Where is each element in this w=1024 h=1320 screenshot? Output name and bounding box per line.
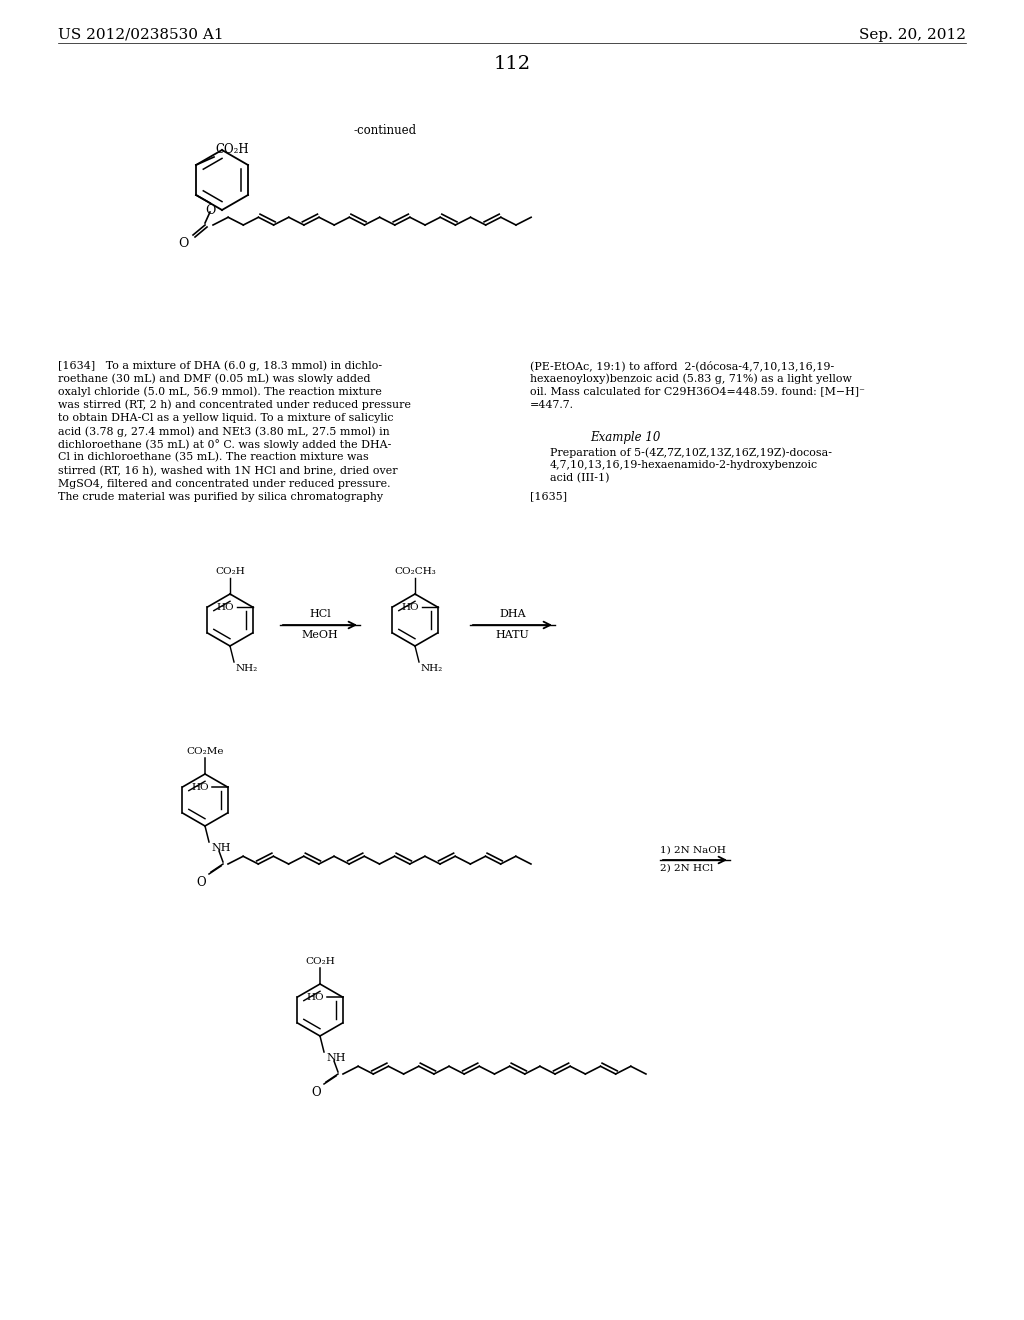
Text: (PE-EtOAc, 19:1) to afford  2-(dócosa-4,7,10,13,16,19-: (PE-EtOAc, 19:1) to afford 2-(dócosa-4,7… [530, 360, 835, 371]
Text: MgSO4, filtered and concentrated under reduced pressure.: MgSO4, filtered and concentrated under r… [58, 479, 390, 488]
Text: -continued: -continued [353, 124, 417, 137]
Text: CO₂H: CO₂H [215, 568, 245, 576]
Text: hexaenoyloxy)benzoic acid (5.83 g, 71%) as a light yellow: hexaenoyloxy)benzoic acid (5.83 g, 71%) … [530, 374, 852, 384]
Text: US 2012/0238530 A1: US 2012/0238530 A1 [58, 28, 223, 42]
Text: HO: HO [401, 602, 420, 611]
Text: to obtain DHA-Cl as a yellow liquid. To a mixture of salicylic: to obtain DHA-Cl as a yellow liquid. To … [58, 413, 393, 422]
Text: Preparation of 5-(4Z,7Z,10Z,13Z,16Z,19Z)-docosa-: Preparation of 5-(4Z,7Z,10Z,13Z,16Z,19Z)… [550, 447, 831, 458]
Text: was stirred (RT, 2 h) and concentrated under reduced pressure: was stirred (RT, 2 h) and concentrated u… [58, 400, 411, 411]
Text: =447.7.: =447.7. [530, 400, 574, 409]
Text: stirred (RT, 16 h), washed with 1N HCl and brine, dried over: stirred (RT, 16 h), washed with 1N HCl a… [58, 466, 397, 477]
Text: O: O [205, 205, 215, 216]
Text: CO₂Me: CO₂Me [186, 747, 224, 756]
Text: NH₂: NH₂ [236, 664, 258, 673]
Text: CO₂H: CO₂H [305, 957, 335, 966]
Text: 4,7,10,13,16,19-hexaenamido-2-hydroxybenzoic: 4,7,10,13,16,19-hexaenamido-2-hydroxyben… [550, 461, 818, 470]
Text: acid (3.78 g, 27.4 mmol) and NEt3 (3.80 mL, 27.5 mmol) in: acid (3.78 g, 27.4 mmol) and NEt3 (3.80 … [58, 426, 389, 437]
Text: O: O [311, 1086, 321, 1100]
Text: Example 10: Example 10 [590, 430, 660, 444]
Text: MeOH: MeOH [302, 630, 338, 640]
Text: roethane (30 mL) and DMF (0.05 mL) was slowly added: roethane (30 mL) and DMF (0.05 mL) was s… [58, 374, 371, 384]
Text: [1634]   To a mixture of DHA (6.0 g, 18.3 mmol) in dichlo-: [1634] To a mixture of DHA (6.0 g, 18.3 … [58, 360, 382, 371]
Text: dichloroethane (35 mL) at 0° C. was slowly added the DHA-: dichloroethane (35 mL) at 0° C. was slow… [58, 440, 391, 450]
Text: Sep. 20, 2012: Sep. 20, 2012 [859, 28, 966, 42]
Text: 112: 112 [494, 55, 530, 73]
Text: NH₂: NH₂ [421, 664, 443, 673]
Text: The crude material was purified by silica chromatography: The crude material was purified by silic… [58, 492, 383, 502]
Text: CO₂H: CO₂H [215, 143, 249, 156]
Text: NH: NH [326, 1053, 345, 1063]
Text: DHA: DHA [499, 609, 525, 619]
Text: 2) 2N HCl: 2) 2N HCl [660, 865, 714, 873]
Text: CO₂CH₃: CO₂CH₃ [394, 568, 436, 576]
Text: Cl in dichloroethane (35 mL). The reaction mixture was: Cl in dichloroethane (35 mL). The reacti… [58, 453, 369, 463]
Text: HO: HO [191, 783, 210, 792]
Text: [1635]: [1635] [530, 491, 567, 502]
Text: O: O [197, 876, 206, 888]
Text: HCl: HCl [309, 609, 331, 619]
Text: oil. Mass calculated for C29H36O4=448.59. found: [M−H]⁻: oil. Mass calculated for C29H36O4=448.59… [530, 387, 865, 396]
Text: O: O [178, 238, 189, 249]
Text: HO: HO [217, 602, 234, 611]
Text: acid (III-1): acid (III-1) [550, 474, 609, 483]
Text: 1) 2N NaOH: 1) 2N NaOH [660, 846, 726, 855]
Text: NH: NH [211, 843, 230, 853]
Text: HATU: HATU [496, 630, 529, 640]
Text: HO: HO [307, 993, 325, 1002]
Text: oxalyl chloride (5.0 mL, 56.9 mmol). The reaction mixture: oxalyl chloride (5.0 mL, 56.9 mmol). The… [58, 387, 382, 397]
